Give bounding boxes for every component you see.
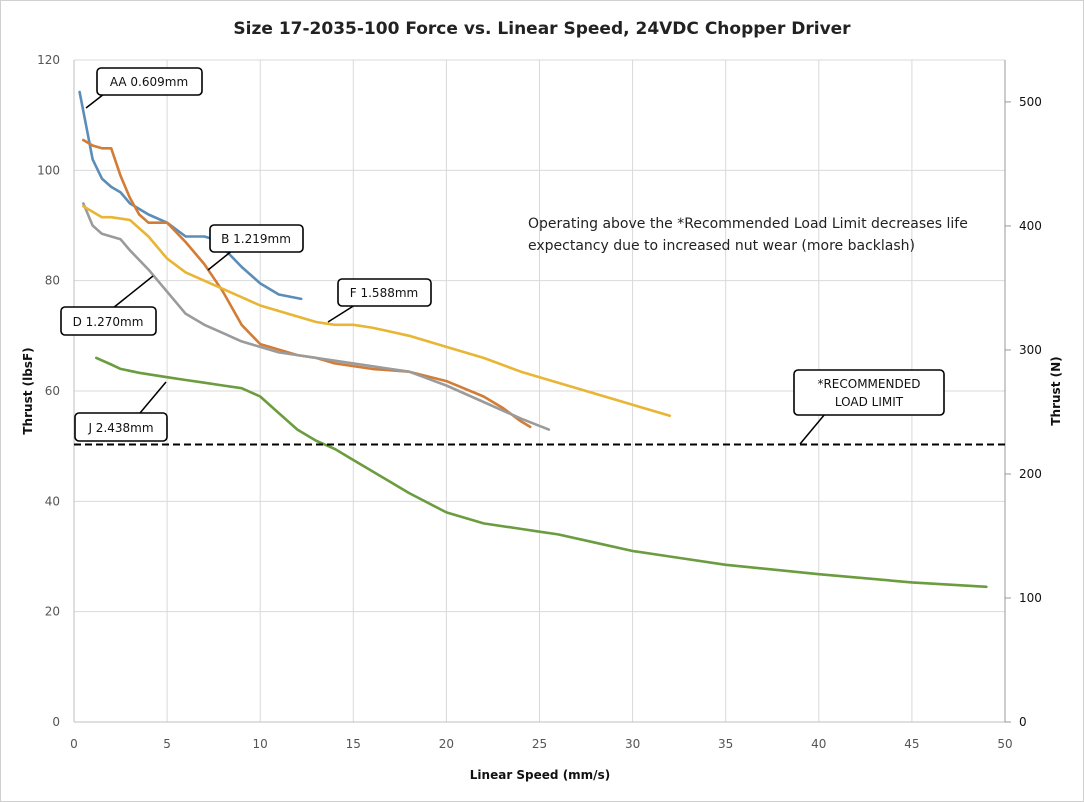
callout-aa-label: AA 0.609mm [110, 75, 188, 89]
y2-tick-label: 200 [1019, 467, 1042, 481]
note-line-2: expectancy due to increased nut wear (mo… [528, 238, 915, 254]
callout-aa-pointer [85, 93, 105, 109]
x-tick-label: 50 [997, 737, 1012, 751]
x-tick-label: 20 [439, 737, 454, 751]
x-tick-label: 25 [532, 737, 547, 751]
y2-tick-label: 100 [1019, 591, 1042, 605]
series-line-f [82, 204, 672, 418]
callout-f-label: F 1.588mm [350, 286, 418, 300]
callout-aa-box [96, 67, 203, 96]
callout-f-box [337, 278, 432, 307]
series-layer [78, 90, 988, 589]
y-tick-label: 100 [37, 163, 60, 177]
y-tick-label: 40 [45, 494, 60, 508]
x-tick-label: 15 [346, 737, 361, 751]
y-tick-label: 60 [45, 384, 60, 398]
callout-b-label: B 1.219mm [221, 232, 291, 246]
callout-b-box [209, 224, 304, 253]
y2-tick-label: 500 [1019, 95, 1042, 109]
y2-axis-title: Thrust (N) [1049, 356, 1063, 425]
x-tick-label: 40 [811, 737, 826, 751]
x-tick-label: 0 [70, 737, 78, 751]
series-line-b [82, 138, 532, 429]
series-line-j [95, 356, 988, 589]
callout-f-pointer [327, 304, 356, 323]
callout-load-limit-pointer [799, 413, 826, 445]
note-line-1: Operating above the *Recommended Load Li… [528, 216, 968, 232]
x-tick-label: 10 [253, 737, 268, 751]
callout-d-box [60, 306, 157, 336]
callout-j-box [74, 412, 168, 442]
callout-load-limit-line1: *RECOMMENDED [817, 377, 920, 391]
chart-title: Size 17-2035-100 Force vs. Linear Speed,… [233, 19, 851, 39]
callout-b-pointer [207, 249, 234, 271]
callout-load-limit: *RECOMMENDED LOAD LIMIT [793, 369, 945, 445]
callout-d-label: D 1.270mm [73, 315, 144, 329]
x-axis-title: Linear Speed (mm/s) [470, 768, 610, 782]
series-line-d [82, 202, 551, 431]
y-tick-label: 20 [45, 605, 60, 619]
callout-d: D 1.270mm [60, 275, 157, 336]
y-axis-title: Thrust (lbsF) [21, 347, 35, 434]
callout-load-limit-box [793, 369, 945, 416]
callout-b: B 1.219mm [207, 224, 304, 271]
x-tick-label: 5 [163, 737, 171, 751]
callout-j-pointer [139, 381, 167, 414]
callout-j: J 2.438mm [74, 381, 168, 442]
callout-aa: AA 0.609mm [85, 67, 203, 109]
y2-tick-label: 400 [1019, 219, 1042, 233]
callout-j-label: J 2.438mm [87, 421, 153, 435]
y2-tick-label: 300 [1019, 343, 1042, 357]
y2-tick-label: 0 [1019, 715, 1027, 729]
y-tick-label: 80 [45, 274, 60, 288]
y-tick-label: 0 [52, 715, 60, 729]
x-tick-label: 30 [625, 737, 640, 751]
callout-load-limit-line2: LOAD LIMIT [835, 395, 904, 409]
series-line-aa [78, 90, 303, 301]
y-tick-label: 120 [37, 53, 60, 67]
axes: 0 5 10 15 20 25 30 35 40 45 5002040608010012001002… [37, 53, 1042, 751]
x-tick-label: 45 [904, 737, 919, 751]
callout-f: F 1.588mm [327, 278, 432, 323]
x-tick-label: 35 [718, 737, 733, 751]
callout-d-pointer [112, 275, 154, 309]
